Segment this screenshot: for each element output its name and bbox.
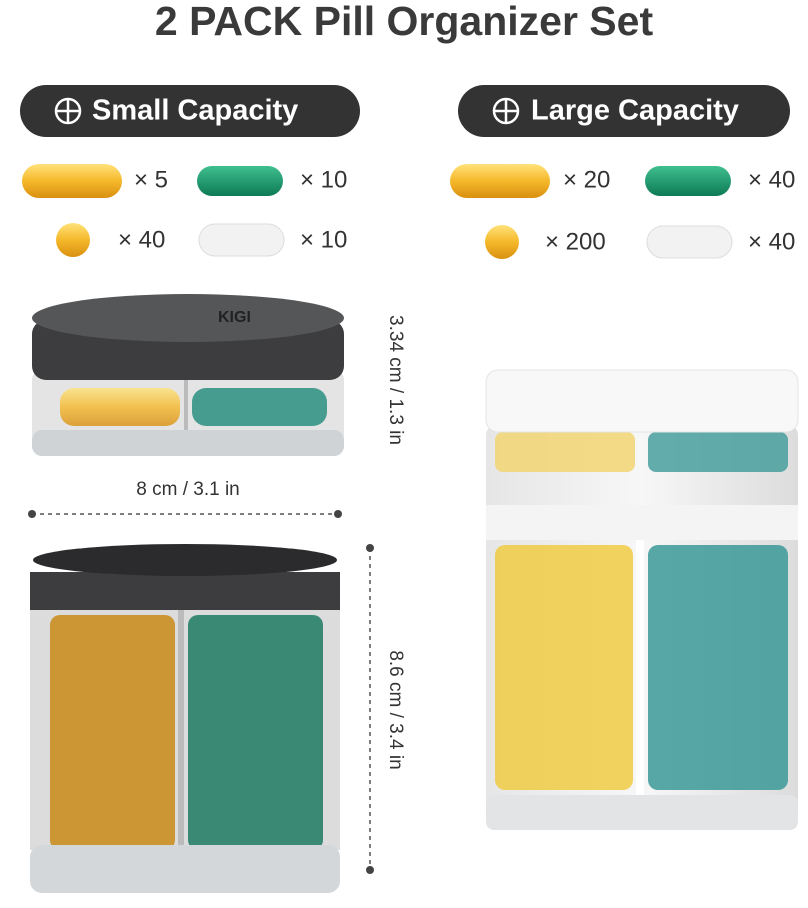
- dimension-end: [366, 866, 374, 874]
- tablet: [485, 225, 519, 259]
- pills: [188, 615, 323, 850]
- capsule: [646, 225, 733, 259]
- title: 2 PACK Pill Organizer Set: [155, 0, 654, 44]
- pills: [60, 388, 180, 426]
- dimension-label: 8 cm / 3.1 in: [136, 479, 240, 500]
- capsule: [645, 166, 731, 196]
- panel-label: Large Capacity: [531, 95, 739, 127]
- container-base: [486, 795, 798, 830]
- panel-label: Small Capacity: [92, 95, 298, 127]
- lid: [485, 369, 799, 433]
- pills: [192, 388, 327, 426]
- divider: [184, 380, 188, 430]
- tablet: [56, 223, 90, 257]
- lid: [30, 572, 340, 610]
- pills: [648, 432, 788, 472]
- label-pill: [20, 85, 360, 137]
- ring: [486, 505, 798, 540]
- softgel: [450, 164, 550, 198]
- softgel: [22, 164, 122, 198]
- pills: [50, 615, 175, 850]
- dimension-label: 3.34 cm / 1.3 in: [385, 315, 406, 445]
- pills: [648, 545, 788, 790]
- lid-top: [32, 294, 344, 342]
- container-base: [30, 845, 340, 893]
- count: × 10: [300, 166, 347, 193]
- pills: [495, 545, 633, 790]
- dimension-label: 8.6 cm / 3.4 in: [385, 650, 406, 769]
- count: × 200: [545, 228, 606, 255]
- divider: [178, 610, 184, 855]
- divider: [636, 540, 644, 795]
- dimension-end: [366, 544, 374, 552]
- container-base: [32, 430, 344, 456]
- count: × 40: [748, 166, 795, 193]
- capsule: [198, 223, 285, 257]
- icon: [56, 99, 80, 123]
- dimension-end: [334, 510, 342, 518]
- count: × 40: [748, 228, 795, 255]
- count: × 20: [563, 166, 610, 193]
- label-pill: [458, 85, 790, 137]
- capsule: [197, 166, 283, 196]
- dimension-end: [28, 510, 36, 518]
- icon: [494, 99, 518, 123]
- count: × 10: [300, 226, 347, 253]
- brand: KIGI: [218, 309, 251, 326]
- pills: [495, 432, 635, 472]
- count: × 5: [134, 166, 168, 193]
- count: × 40: [118, 226, 165, 253]
- lid-top: [33, 544, 337, 576]
